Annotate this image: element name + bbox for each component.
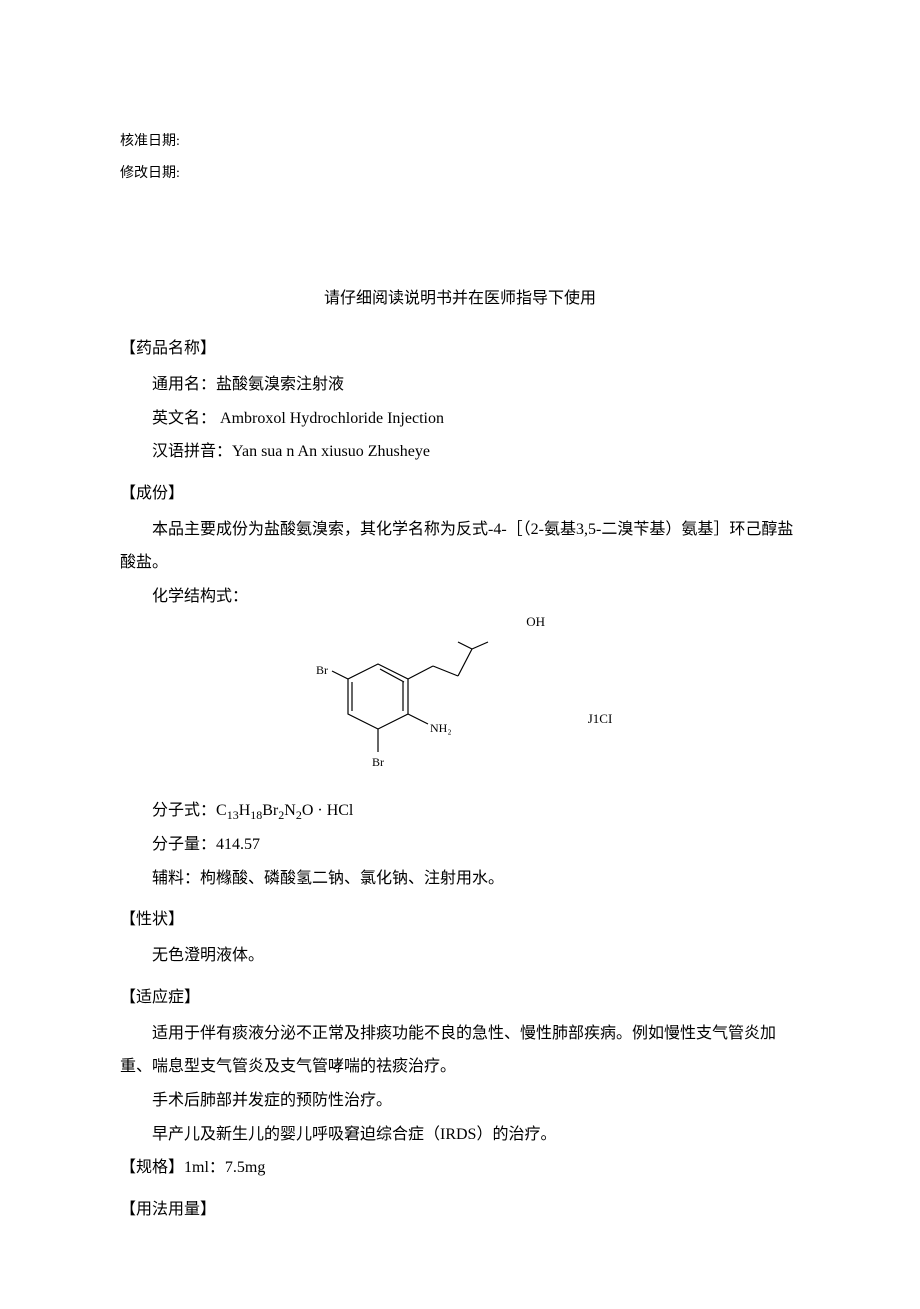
pinyin-value: Yan sua n An xiusuo Zhusheye	[232, 443, 430, 460]
generic-label: 通用名：	[152, 376, 216, 393]
structure-side-label: J1CI	[588, 711, 613, 727]
english-label: 英文名：	[152, 410, 216, 427]
excipients-label: 辅料：	[152, 870, 200, 887]
spec-line: 【规格】1ml：7.5mg	[120, 1151, 800, 1185]
spec-value: 1ml：7.5mg	[184, 1159, 265, 1176]
spacer	[120, 194, 800, 284]
excipients-value: 枸橼酸、磷酸氢二钠、氯化钠、注射用水。	[200, 870, 504, 887]
indication-p2: 手术后肺部并发症的预防性治疗。	[120, 1084, 800, 1118]
english-name-line: 英文名： Ambroxol Hydrochloride Injection	[120, 402, 800, 436]
pinyin-label: 汉语拼音：	[152, 443, 232, 460]
section-name-title: 【药品名称】	[120, 334, 800, 358]
br-top-label: Br	[316, 663, 328, 677]
mw-value: 414.57	[216, 836, 260, 853]
formula-label: 分子式：	[152, 802, 216, 819]
oh-label: OH	[526, 614, 545, 630]
indication-p3: 早产儿及新生儿的婴儿呼吸窘迫综合症（IRDS）的治疗。	[120, 1118, 800, 1152]
generic-value: 盐酸氨溴索注射液	[216, 376, 344, 393]
indication-p1: 适用于伴有痰液分泌不正常及排痰功能不良的急性、慢性肺部疾病。例如慢性支气管炎加重…	[120, 1017, 800, 1084]
composition-text: 本品主要成份为盐酸氨溴索，其化学名称为反式-4-［（2-氨基3,5-二溴苄基）氨…	[120, 513, 800, 580]
generic-name-line: 通用名：盐酸氨溴索注射液	[120, 368, 800, 402]
character-text: 无色澄明液体。	[120, 939, 800, 973]
composition-main: 本品主要成份为盐酸氨溴索，其化学名称为反式-4-［（2-氨基3,5-二溴苄基）氨…	[120, 513, 800, 580]
chemical-structure-icon: Br Br NH₂	[308, 624, 508, 794]
approve-date-label: 核准日期:	[120, 130, 800, 150]
formula-value: C13H18Br2N2O · HCl	[216, 802, 353, 819]
pinyin-line: 汉语拼音：Yan sua n An xiusuo Zhusheye	[120, 435, 800, 469]
molecular-weight-line: 分子量：414.57	[120, 828, 800, 862]
instruction-line: 请仔细阅读说明书并在医师指导下使用	[120, 284, 800, 308]
molecular-formula-line: 分子式：C13H18Br2N2O · HCl	[120, 794, 800, 828]
section-composition-title: 【成份】	[120, 479, 800, 503]
structure-row: OH Br B	[120, 624, 800, 794]
revise-date-label: 修改日期:	[120, 162, 800, 182]
mw-label: 分子量：	[152, 836, 216, 853]
br-bottom-label: Br	[372, 755, 384, 769]
nh2-label: NH₂	[430, 721, 452, 735]
document-page: 核准日期: 修改日期: 请仔细阅读说明书并在医师指导下使用 【药品名称】 通用名…	[0, 0, 920, 1309]
section-indication-title: 【适应症】	[120, 983, 800, 1007]
english-value: Ambroxol Hydrochloride Injection	[216, 410, 444, 427]
section-usage-title: 【用法用量】	[120, 1195, 800, 1219]
section-character-title: 【性状】	[120, 905, 800, 929]
excipients-line: 辅料：枸橼酸、磷酸氢二钠、氯化钠、注射用水。	[120, 862, 800, 896]
spec-title: 【规格】	[120, 1159, 184, 1176]
structure-label: 化学结构式：	[120, 580, 800, 614]
